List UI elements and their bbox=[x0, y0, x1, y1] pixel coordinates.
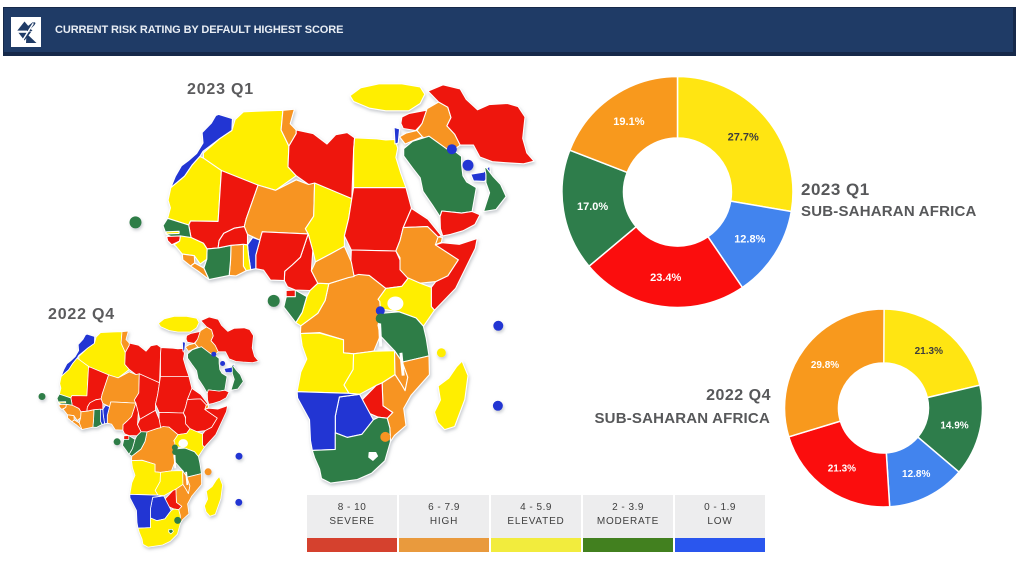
svg-text:23.4%: 23.4% bbox=[650, 272, 681, 284]
svg-text:29.8%: 29.8% bbox=[811, 360, 839, 371]
svg-text:12.8%: 12.8% bbox=[734, 233, 765, 245]
svg-text:27.7%: 27.7% bbox=[728, 131, 759, 143]
svg-text:19.1%: 19.1% bbox=[613, 116, 644, 128]
svg-text:12.8%: 12.8% bbox=[902, 469, 930, 480]
svg-text:14.9%: 14.9% bbox=[940, 421, 968, 432]
svg-text:21.3%: 21.3% bbox=[828, 464, 856, 475]
svg-text:21.3%: 21.3% bbox=[915, 346, 943, 357]
svg-text:17.0%: 17.0% bbox=[577, 201, 608, 213]
